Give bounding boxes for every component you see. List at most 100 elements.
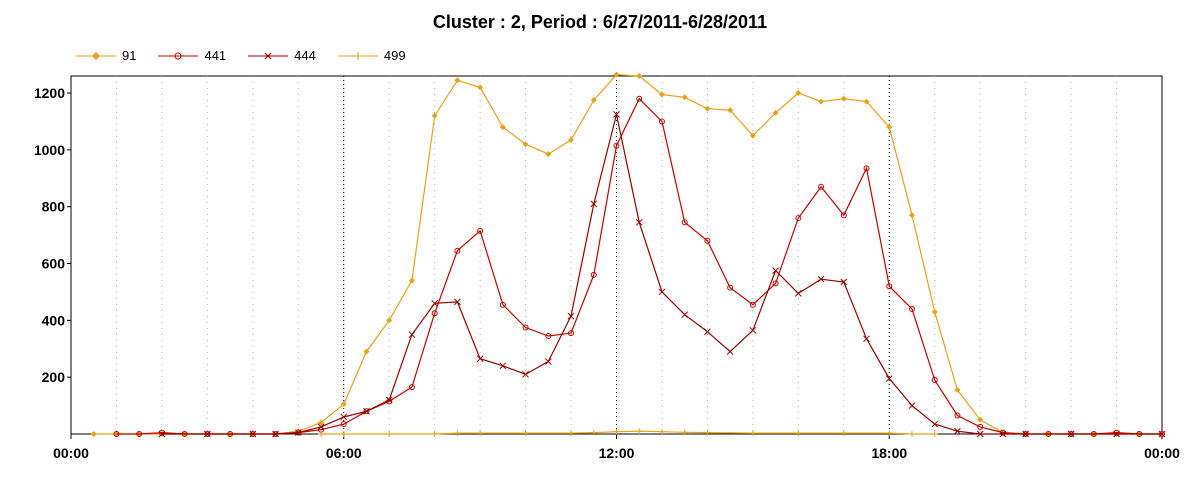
data-point-441	[636, 95, 643, 102]
y-tick-label: 800	[42, 199, 66, 215]
data-point-91	[658, 91, 665, 98]
data-point-441	[590, 271, 597, 278]
data-point-444	[249, 430, 257, 438]
data-point-441	[477, 227, 484, 234]
legend-swatch-91	[76, 51, 116, 61]
data-point-441	[158, 429, 165, 436]
data-point-444	[1022, 430, 1029, 438]
y-tick-label: 1000	[34, 142, 65, 158]
data-point-91	[954, 386, 961, 393]
data-point-441	[113, 431, 120, 437]
data-point-91	[704, 105, 711, 112]
data-point-441	[954, 412, 961, 419]
data-point-441	[613, 142, 620, 149]
legend-item-91: 91	[76, 48, 136, 63]
data-point-441	[545, 332, 552, 339]
data-point-91	[454, 77, 461, 84]
data-point-444	[976, 430, 984, 438]
data-point-441	[136, 431, 143, 437]
data-point-499	[590, 429, 597, 436]
data-point-441	[408, 384, 415, 391]
data-point-499	[477, 430, 484, 437]
data-point-91	[795, 90, 802, 97]
data-point-91	[522, 141, 529, 148]
data-point-444	[567, 312, 575, 320]
data-point-91	[386, 317, 393, 324]
x-tick-label: 18:00	[871, 445, 907, 461]
data-point-441	[749, 301, 756, 308]
legend-swatch-499	[337, 51, 378, 61]
data-point-441	[795, 215, 802, 222]
data-point-444	[658, 288, 666, 296]
data-point-441	[863, 165, 870, 172]
data-point-91	[886, 124, 893, 131]
data-point-444	[704, 328, 711, 336]
data-point-444	[408, 331, 416, 338]
data-point-444	[317, 423, 325, 431]
data-point-499	[795, 430, 802, 437]
series-line-444	[161, 114, 1162, 435]
data-point-91	[840, 95, 847, 102]
data-point-91	[931, 308, 938, 315]
data-point-91	[977, 416, 984, 423]
data-point-441	[431, 310, 438, 317]
data-point-444	[931, 420, 939, 428]
legend-item-444: 444	[248, 48, 316, 63]
data-point-91	[727, 107, 734, 114]
data-point-91	[545, 151, 552, 158]
data-point-499	[522, 430, 529, 437]
data-point-444	[613, 111, 620, 118]
data-point-499	[636, 428, 643, 435]
data-point-441	[999, 429, 1006, 436]
data-point-444	[794, 290, 802, 297]
data-point-444	[544, 358, 552, 365]
data-point-444	[1158, 430, 1166, 438]
legend-item-499: 499	[337, 48, 406, 63]
x-tick-label: 00:00	[1144, 445, 1180, 461]
data-point-441	[727, 284, 734, 291]
data-point-91	[568, 136, 575, 143]
data-point-444	[726, 348, 734, 355]
data-point-91	[613, 71, 620, 78]
data-point-441	[522, 324, 529, 331]
data-point-444	[363, 407, 370, 415]
legend-label-91: 91	[122, 48, 137, 63]
data-point-441	[977, 423, 984, 430]
data-point-91	[318, 419, 325, 426]
data-point-499	[840, 430, 847, 437]
data-point-499	[658, 428, 665, 435]
data-point-444	[385, 396, 393, 404]
data-point-441	[499, 301, 506, 308]
data-point-441	[658, 118, 665, 125]
y-tick-label: 1200	[34, 85, 65, 101]
data-point-91	[863, 98, 870, 105]
data-point-91	[431, 112, 438, 119]
data-point-444	[294, 429, 302, 436]
data-point-441	[568, 330, 575, 337]
data-point-444	[772, 267, 779, 274]
data-point-444	[590, 200, 598, 208]
legend-label-444: 444	[294, 48, 316, 63]
data-point-91	[749, 132, 756, 139]
data-point-444	[272, 430, 279, 438]
data-point-444	[840, 278, 848, 286]
legend-swatch-444	[248, 51, 289, 61]
legend-swatch-441	[158, 51, 199, 61]
data-point-91	[772, 109, 779, 116]
data-point-441	[931, 377, 938, 384]
data-point-499	[386, 431, 393, 437]
data-point-444	[635, 218, 643, 226]
legend: 91 441 444 499	[76, 48, 406, 63]
data-point-444	[1113, 430, 1120, 438]
data-point-441	[1113, 429, 1120, 436]
x-tick-label: 00:00	[53, 445, 89, 461]
y-tick-label: 400	[42, 312, 66, 328]
plot-area	[70, 75, 1163, 435]
data-point-444	[340, 413, 348, 421]
data-point-444	[908, 402, 916, 409]
x-tick-label: 06:00	[326, 445, 362, 461]
data-point-499	[613, 428, 620, 435]
data-point-441	[363, 408, 370, 415]
data-point-91	[499, 124, 506, 131]
